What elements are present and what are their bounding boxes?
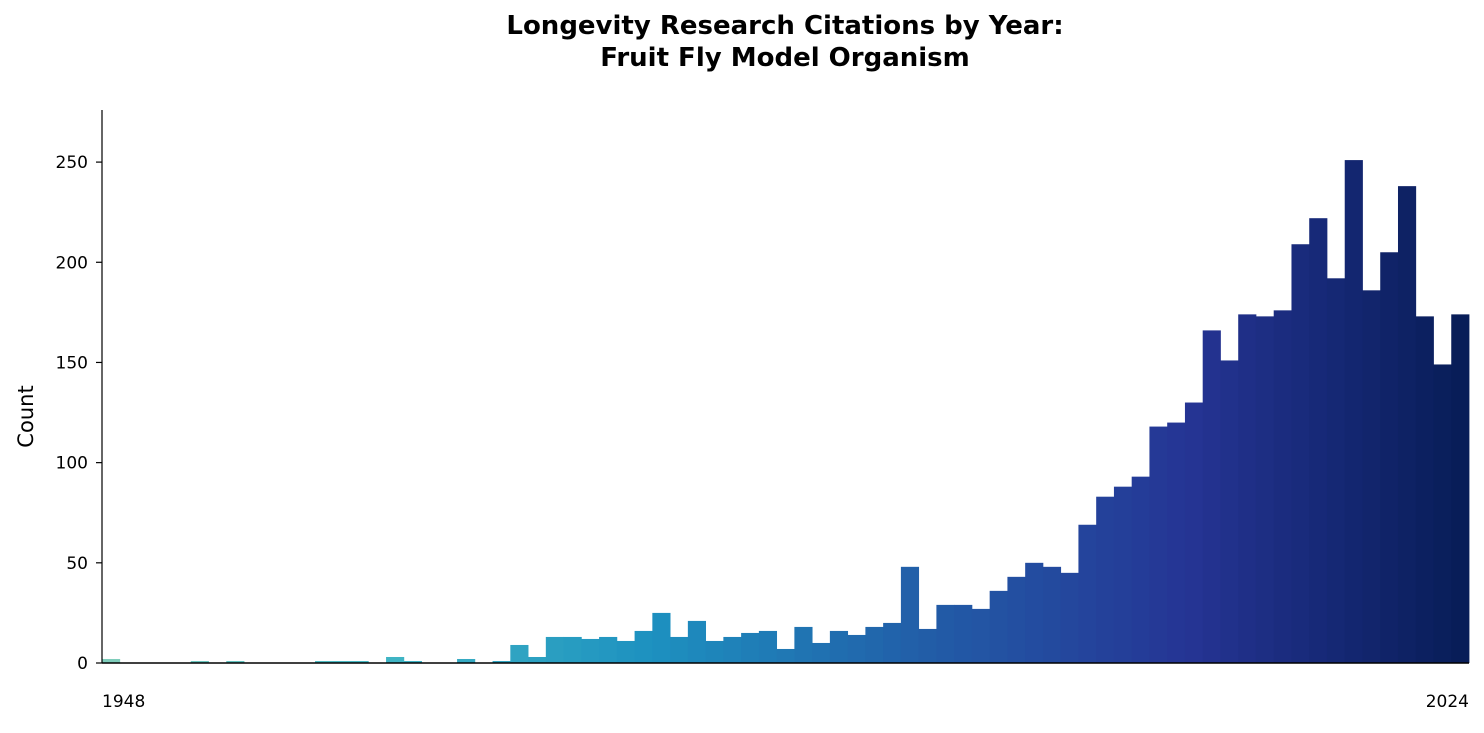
y-tick-label-200: 200 bbox=[56, 253, 88, 273]
bar-2004 bbox=[1096, 496, 1115, 663]
bar-2007 bbox=[1149, 426, 1168, 663]
bar-1982 bbox=[705, 640, 724, 663]
bar-1991 bbox=[865, 626, 884, 663]
bar-1976 bbox=[599, 636, 618, 663]
y-tick-label-150: 150 bbox=[56, 353, 88, 373]
bar-2023 bbox=[1433, 364, 1452, 663]
y-tick-label-100: 100 bbox=[56, 454, 88, 474]
bar-1993 bbox=[900, 566, 920, 663]
bar-1981 bbox=[687, 620, 707, 663]
bar-2012 bbox=[1238, 314, 1257, 663]
bar-2020 bbox=[1380, 252, 1399, 663]
bar-1999 bbox=[1007, 576, 1026, 663]
y-tick-label-50: 50 bbox=[66, 554, 88, 574]
bar-2008 bbox=[1167, 422, 1186, 663]
bar-1986 bbox=[776, 648, 795, 663]
bar-1962 bbox=[350, 661, 369, 663]
bar-2009 bbox=[1184, 402, 1204, 663]
bar-1990 bbox=[847, 634, 866, 663]
y-tick-label-250: 250 bbox=[56, 153, 88, 173]
bar-2002 bbox=[1060, 572, 1079, 663]
bar-1995 bbox=[936, 604, 955, 663]
bar-1998 bbox=[989, 590, 1008, 663]
bar-1988 bbox=[812, 642, 831, 663]
bar-2018 bbox=[1344, 160, 1363, 663]
bar-1996 bbox=[954, 604, 973, 663]
bar-2000 bbox=[1025, 562, 1044, 663]
bar-1984 bbox=[741, 632, 760, 663]
bar-2003 bbox=[1078, 524, 1097, 663]
bar-2019 bbox=[1362, 290, 1381, 663]
bar-1974 bbox=[563, 636, 582, 663]
bar-1997 bbox=[971, 608, 991, 663]
bar-2022 bbox=[1415, 316, 1434, 663]
bar-1980 bbox=[670, 636, 689, 663]
bar-1979 bbox=[652, 612, 671, 663]
bar-1978 bbox=[634, 630, 653, 663]
bar-1977 bbox=[616, 640, 635, 663]
bar-2016 bbox=[1309, 218, 1328, 663]
bar-1948 bbox=[102, 658, 121, 663]
y-axis-title: Count bbox=[14, 385, 38, 447]
bar-1970 bbox=[492, 661, 511, 663]
x-axis-tick-labels: 1948 2024 bbox=[102, 692, 1469, 712]
y-tick-label-0: 0 bbox=[77, 654, 88, 674]
bar-1987 bbox=[794, 626, 813, 663]
bar-1972 bbox=[528, 656, 547, 663]
bar-2013 bbox=[1255, 316, 1275, 663]
chart-title-line-2: Fruit Fly Model Organism bbox=[600, 43, 970, 73]
bar-2010 bbox=[1202, 330, 1221, 663]
bar-1989 bbox=[829, 630, 849, 663]
bar-2021 bbox=[1397, 186, 1417, 663]
bar-2006 bbox=[1131, 476, 1150, 663]
bar-1968 bbox=[457, 658, 476, 663]
bar-1983 bbox=[723, 636, 742, 663]
bar-1953 bbox=[190, 661, 209, 663]
bar-1961 bbox=[332, 661, 351, 663]
bar-1964 bbox=[386, 656, 405, 663]
bar-2011 bbox=[1220, 360, 1239, 663]
bar-1985 bbox=[758, 630, 778, 663]
bar-2005 bbox=[1113, 486, 1133, 663]
bar-1971 bbox=[510, 644, 529, 663]
bar-1965 bbox=[403, 661, 422, 663]
x-tick-label-1948: 1948 bbox=[102, 692, 145, 712]
chart-title-line-1: Longevity Research Citations by Year: bbox=[506, 11, 1064, 41]
chart-title: Longevity Research Citations by Year: Fr… bbox=[0, 10, 1484, 74]
bar-1960 bbox=[315, 661, 334, 663]
bar-2024 bbox=[1451, 314, 1470, 663]
bar-1973 bbox=[545, 636, 564, 663]
bar-2015 bbox=[1291, 244, 1310, 664]
bar-1975 bbox=[581, 638, 600, 663]
bar-2001 bbox=[1042, 566, 1062, 663]
x-tick-label-2024: 2024 bbox=[1426, 692, 1469, 712]
bars-group bbox=[102, 160, 1470, 664]
bar-1994 bbox=[918, 628, 937, 663]
bar-2014 bbox=[1273, 310, 1292, 663]
bar-1955 bbox=[226, 661, 245, 663]
bar-2017 bbox=[1326, 278, 1346, 663]
y-axis: 0 50 100 150 200 250 bbox=[56, 153, 102, 674]
bar-1992 bbox=[883, 622, 902, 663]
